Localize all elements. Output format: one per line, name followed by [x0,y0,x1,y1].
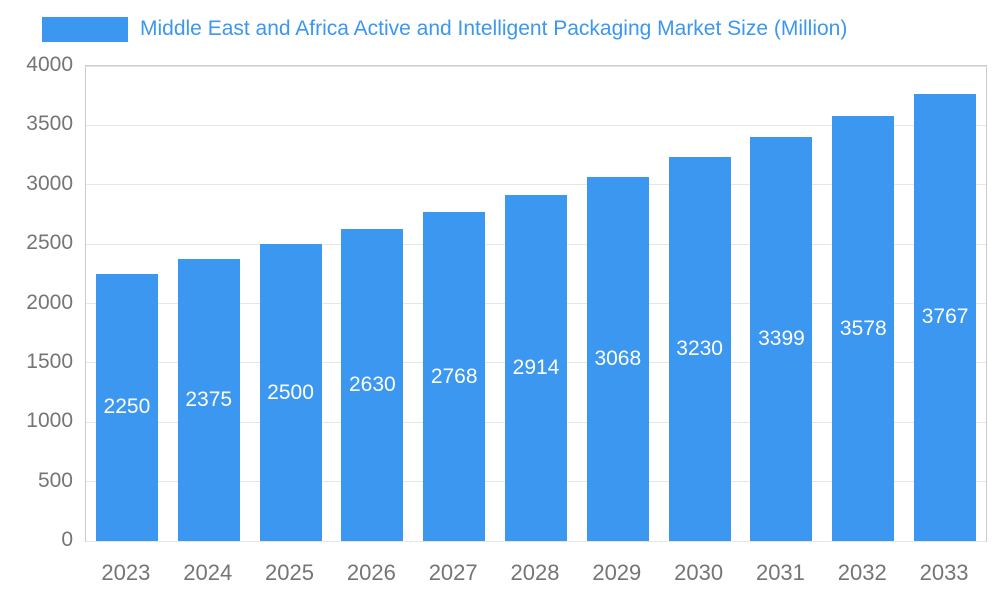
bar-value-label: 2630 [349,372,396,396]
bar-value-label: 2914 [512,355,560,379]
bar: 2250 [95,273,158,541]
x-axis-tick-label: 2029 [592,560,642,585]
bar-value-label: 2375 [185,387,233,411]
y-axis-tick-label: 3500 [26,112,73,136]
gridline [86,65,986,67]
bar-value-label: 2500 [267,380,314,404]
y-axis-tick-label: 1500 [26,349,73,373]
bar: 3230 [668,157,731,541]
legend-swatch [42,16,128,42]
x-axis-tick-label: 2031 [755,560,805,585]
y-axis-tick-label: 2000 [26,290,73,314]
x-axis-tick-label: 2023 [101,560,151,585]
bar: 2375 [177,258,240,541]
x-axis-tick-label: 2024 [183,560,233,585]
gridline [86,184,986,186]
chart-title: Middle East and Africa Active and Intell… [140,17,848,40]
bar-value-label: 3230 [676,337,723,361]
x-axis-tick-label: 2033 [919,560,969,585]
bar-value-label: 3767 [921,305,969,329]
x-axis-tick-label: 2026 [346,560,396,585]
y-axis-tick-label: 0 [61,528,73,551]
x-axis-tick-label: 2028 [510,560,560,585]
bar: 2630 [341,228,404,541]
x-axis-tick-label: 2030 [674,560,724,585]
bar: 3399 [750,137,813,541]
y-axis-tick-label: 2500 [26,231,73,255]
bar-value-label: 3578 [839,316,887,340]
y-axis-tick-label: 4000 [26,53,73,76]
gridline [86,124,986,126]
bar: 3578 [832,116,895,541]
x-axis-tick-label: 2032 [837,560,887,585]
bar: 2914 [505,194,567,541]
bar: 3767 [914,93,977,541]
bar-value-label: 2768 [430,364,478,388]
y-axis-tick-label: 500 [37,468,73,492]
plot-area: 2250 2375 2500 2630 2768 2914 3068 3230 3399 3578… [85,65,987,542]
bar-value-label: 2250 [103,395,151,419]
bar: 3068 [586,176,649,541]
bar-value-label: 3068 [594,346,642,370]
x-axis-tick-label: 2027 [428,560,478,585]
bar-value-label: 3399 [758,327,805,351]
gridline [86,540,986,542]
bar: 2500 [259,244,322,541]
y-axis-tick-label: 3000 [26,171,73,195]
chart-legend: Middle East and Africa Active and Intell… [42,16,847,42]
bar: 2768 [423,212,486,541]
x-axis-tick-label: 2025 [265,560,314,585]
y-axis-tick-label: 1000 [26,409,73,433]
